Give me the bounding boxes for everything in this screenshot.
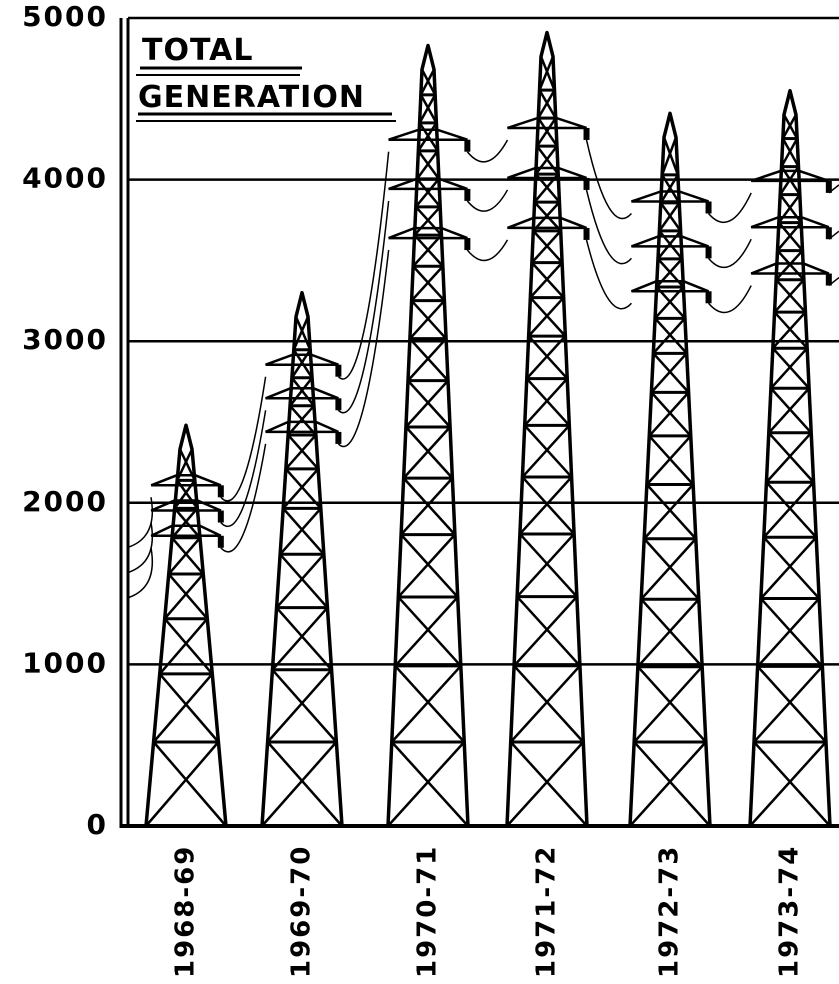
x-tick-label: 1968-69 [171,845,201,978]
insulator [218,536,224,548]
insulator [218,511,224,523]
chart: TOTAL GENERATION 0 1000 2000 3000 4000 5000 19… [0,0,839,984]
insulator [706,246,712,258]
x-tick-label: 1971-72 [532,845,562,978]
y-tick-label: 4000 [22,162,108,195]
y-tick-label: 2000 [22,485,108,518]
insulator [335,365,341,377]
insulator [706,201,712,213]
insulator [584,178,590,190]
insulator [218,485,224,497]
y-tick-label: 1000 [22,646,108,679]
insulator [706,291,712,303]
x-tick-label: 1972-73 [655,845,685,978]
x-tick-label: 1970-71 [413,845,443,978]
insulator [335,398,341,410]
insulator [584,228,590,240]
insulator [464,140,470,152]
y-tick-label: 3000 [22,323,108,356]
insulator [464,238,470,250]
y-tick-label: 0 [87,808,108,841]
x-tick-label: 1973-74 [775,845,805,978]
page: TOTAL GENERATION 0 1000 2000 3000 4000 5000 19… [0,0,839,984]
insulator [584,128,590,140]
insulator [464,189,470,201]
chart-title: TOTAL [142,33,253,68]
y-tick-label: 5000 [22,0,108,33]
x-tick-label: 1969-70 [287,845,317,978]
chart-title: GENERATION [138,80,365,115]
insulator [335,432,341,444]
